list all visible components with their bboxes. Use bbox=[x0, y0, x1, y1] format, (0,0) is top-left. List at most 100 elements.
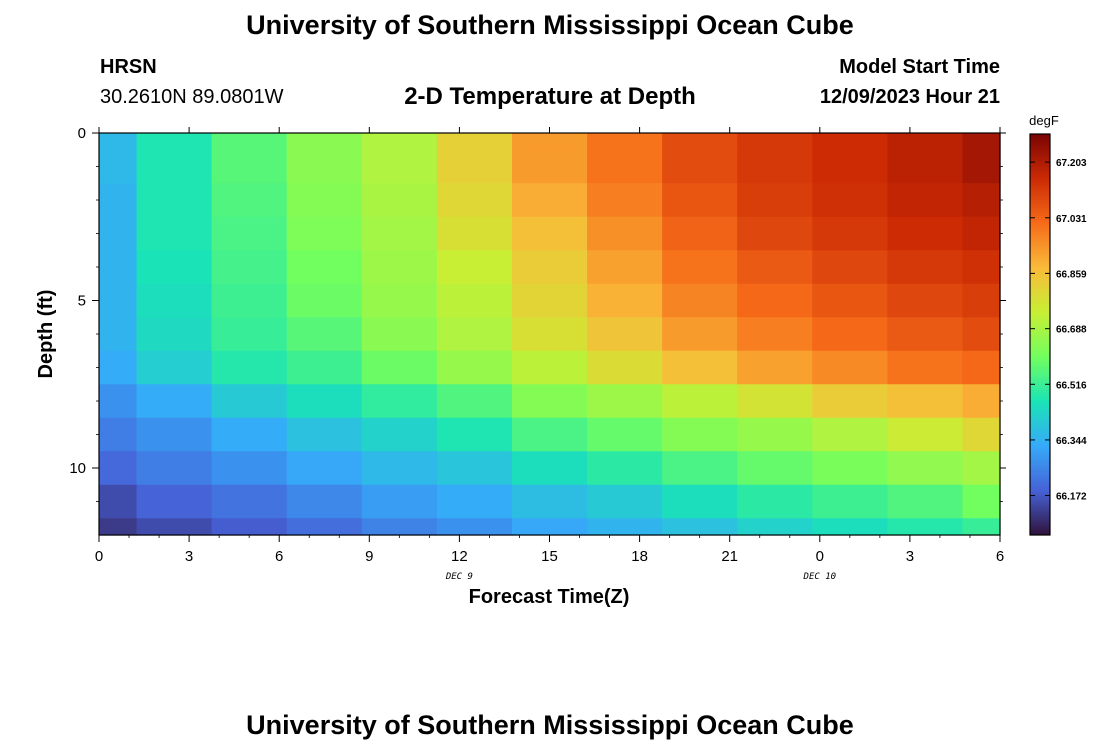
heatmap-cell bbox=[511, 216, 588, 251]
heatmap-cell bbox=[812, 317, 888, 352]
heatmap-cell bbox=[136, 149, 213, 184]
heatmap-cell bbox=[99, 317, 138, 352]
heatmap-cell bbox=[286, 216, 363, 251]
heatmap-cell bbox=[136, 350, 213, 385]
heatmap-cell bbox=[286, 451, 363, 486]
heatmap-cell bbox=[211, 384, 288, 419]
axes: 0 3 6 9 12 15 18 21 0 3 6 DEC 9 DEC 10 0 5 10 bbox=[69, 125, 1006, 582]
heatmap-cell bbox=[662, 149, 738, 184]
heatmap-cell bbox=[99, 149, 138, 184]
heatmap-cell bbox=[962, 149, 1001, 184]
heatmap-cell bbox=[887, 133, 964, 151]
heatmap-cell bbox=[587, 183, 663, 218]
heatmap-cell bbox=[211, 484, 288, 519]
x-tick-label: 3 bbox=[185, 548, 193, 565]
heatmap-cell bbox=[211, 451, 288, 486]
heatmap-cell bbox=[737, 484, 813, 519]
heatmap-cell bbox=[436, 133, 513, 151]
heatmap-cell bbox=[136, 216, 213, 251]
page-title: University of Southern Mississippi Ocean… bbox=[246, 10, 854, 40]
heatmap-cell bbox=[662, 484, 738, 519]
heatmap-cell bbox=[962, 183, 1001, 218]
heatmap-cell bbox=[887, 250, 964, 285]
heatmap-cell bbox=[211, 518, 288, 536]
station-coordinates: 30.2610N 89.0801W bbox=[100, 86, 284, 108]
heatmap-cell bbox=[361, 250, 438, 285]
heatmap-cell bbox=[436, 484, 513, 519]
heatmap-cell bbox=[511, 283, 588, 318]
heatmap-cell bbox=[436, 216, 513, 251]
heatmap-cell bbox=[737, 216, 813, 251]
heatmap-cell bbox=[587, 133, 663, 151]
heatmap-cell bbox=[511, 417, 588, 452]
colorbar-tick-label: 66.516 bbox=[1056, 380, 1087, 391]
heatmap-cell bbox=[662, 417, 738, 452]
heatmap-cell bbox=[286, 518, 363, 536]
heatmap-cell bbox=[211, 417, 288, 452]
heatmap-cell bbox=[737, 384, 813, 419]
heatmap-cell bbox=[887, 149, 964, 184]
heatmap-cell bbox=[511, 484, 588, 519]
x-tick-label: 21 bbox=[721, 548, 738, 565]
heatmap-cell bbox=[361, 417, 438, 452]
colorbar-unit-label: degF bbox=[1029, 113, 1059, 128]
heatmap-cell bbox=[361, 384, 438, 419]
heatmap-cell bbox=[962, 451, 1001, 486]
heatmap-cell bbox=[887, 384, 964, 419]
x-tick-label: 3 bbox=[906, 548, 914, 565]
heatmap-cell bbox=[812, 216, 888, 251]
heatmap-cell bbox=[99, 216, 138, 251]
heatmap-cell bbox=[587, 216, 663, 251]
heatmap-cell bbox=[211, 149, 288, 184]
heatmap-cell bbox=[587, 149, 663, 184]
heatmap-cell bbox=[887, 484, 964, 519]
heatmap-cell bbox=[511, 518, 588, 536]
heatmap-cell bbox=[511, 451, 588, 486]
x-axis-label: Forecast Time(Z) bbox=[469, 586, 630, 608]
heatmap-cell bbox=[211, 283, 288, 318]
y-tick-label: 0 bbox=[78, 125, 86, 142]
heatmap-cell bbox=[887, 283, 964, 318]
heatmap-cell bbox=[962, 317, 1001, 352]
heatmap-cell bbox=[962, 350, 1001, 385]
heatmap-cell bbox=[511, 317, 588, 352]
colorbar-tick-label: 67.203 bbox=[1056, 158, 1087, 169]
heatmap-cell bbox=[436, 518, 513, 536]
heatmap-cell bbox=[812, 451, 888, 486]
heatmap-cell bbox=[361, 484, 438, 519]
heatmap-cell bbox=[436, 183, 513, 218]
heatmap-cell bbox=[812, 183, 888, 218]
heatmap-cell bbox=[587, 350, 663, 385]
heatmap-cell bbox=[136, 484, 213, 519]
heatmap-cell bbox=[962, 417, 1001, 452]
heatmap-cell bbox=[99, 518, 138, 536]
station-name: HRSN bbox=[100, 56, 157, 78]
heatmap-cell bbox=[587, 317, 663, 352]
heatmap-cell bbox=[587, 484, 663, 519]
heatmap-cell bbox=[211, 183, 288, 218]
colorbar-ticks: 67.203 67.031 66.859 66.688 66.516 66.344 66.1… bbox=[1030, 158, 1087, 503]
heatmap-cell bbox=[812, 149, 888, 184]
heatmap-cell bbox=[737, 451, 813, 486]
colorbar-tick-label: 66.344 bbox=[1056, 436, 1087, 447]
x-tick-label: 0 bbox=[95, 548, 103, 565]
x-tick-label: 9 bbox=[365, 548, 373, 565]
heatmap-cell bbox=[361, 451, 438, 486]
heatmap-cell bbox=[511, 149, 588, 184]
heatmap-cell bbox=[812, 384, 888, 419]
heatmap-cell bbox=[136, 518, 213, 536]
heatmap-cell bbox=[286, 133, 363, 151]
heatmap-cell bbox=[361, 149, 438, 184]
heatmap-cell bbox=[737, 283, 813, 318]
heatmap-cell bbox=[887, 417, 964, 452]
heatmap-cell bbox=[286, 417, 363, 452]
heatmap-cell bbox=[99, 250, 138, 285]
heatmap-cell bbox=[737, 317, 813, 352]
heatmap-cell bbox=[436, 417, 513, 452]
heatmap-cell bbox=[136, 250, 213, 285]
heatmap-cell bbox=[511, 133, 588, 151]
heatmap-cell bbox=[812, 133, 888, 151]
heatmap-cell bbox=[286, 283, 363, 318]
heatmap-cell bbox=[211, 250, 288, 285]
